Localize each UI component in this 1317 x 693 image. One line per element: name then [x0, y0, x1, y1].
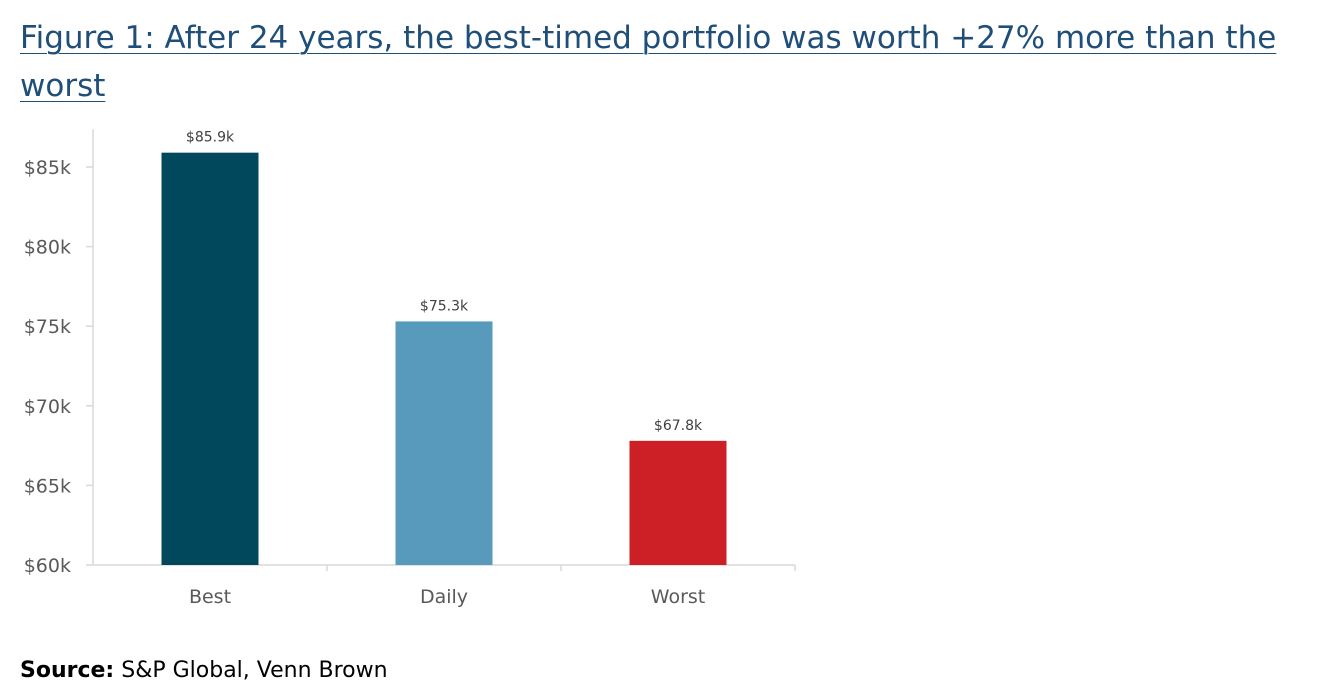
figure-title: Figure 1: After 24 years, the best-timed… [20, 20, 1277, 104]
y-tick-label: $75k [24, 316, 71, 338]
y-tick-label: $85k [24, 157, 71, 179]
x-tick-label: Best [189, 586, 231, 608]
data-label: $85.9k [186, 130, 235, 146]
y-tick-label: $65k [24, 475, 71, 497]
y-tick-label: $80k [24, 237, 71, 259]
bar-worst [629, 440, 727, 565]
bar-daily [395, 321, 493, 565]
x-tick-label: Worst [651, 586, 705, 608]
source-label: Source: [20, 658, 115, 683]
x-tick-label: Daily [420, 586, 468, 608]
source-text: S&P Global, Venn Brown [114, 658, 388, 683]
data-label: $75.3k [420, 298, 469, 314]
data-label: $67.8k [654, 418, 703, 434]
y-tick-label: $70k [24, 396, 71, 418]
source-note: Source: S&P Global, Venn Brown [20, 658, 388, 683]
y-tick-label: $60k [24, 555, 71, 577]
bar-best [161, 152, 259, 565]
